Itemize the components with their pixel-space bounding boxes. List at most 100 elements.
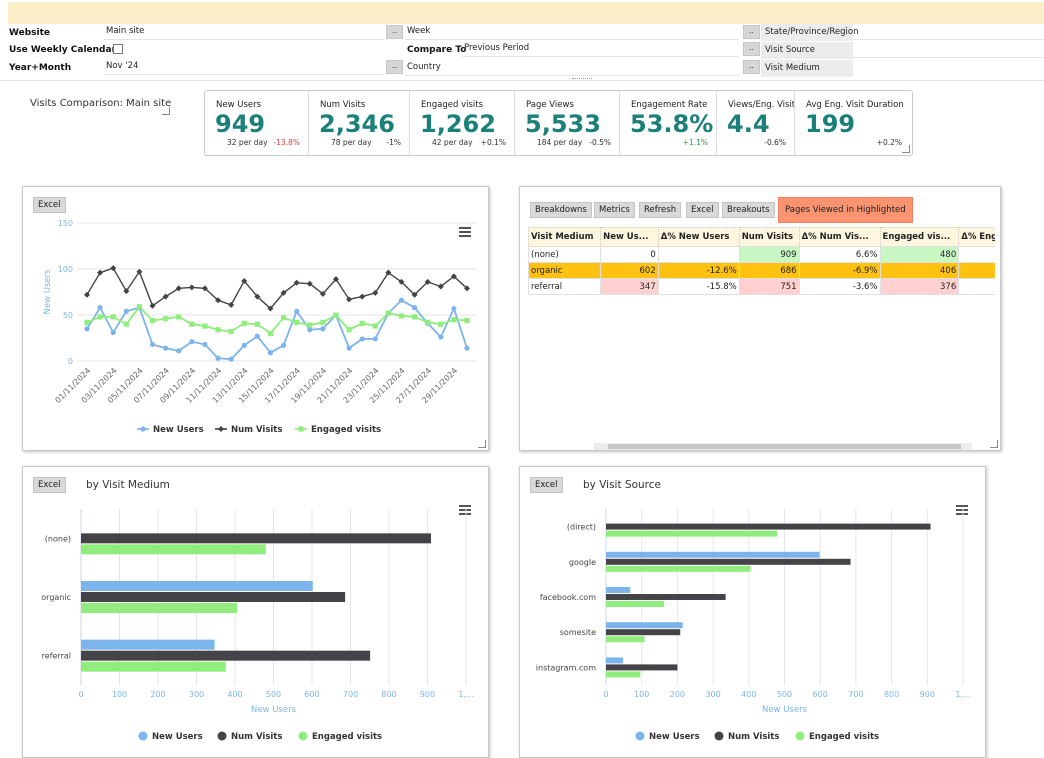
- state-field[interactable]: [853, 24, 1044, 40]
- divider: [0, 80, 1044, 81]
- kpi-change: -0.5%: [589, 138, 611, 147]
- data-point: [425, 319, 431, 325]
- data-point: [464, 317, 470, 324]
- legend-label: New Users: [152, 732, 203, 742]
- data-point: [215, 297, 222, 304]
- kpi-value: 5,533: [525, 110, 601, 138]
- scrollbar-thumb[interactable]: [608, 444, 961, 449]
- week-picker-button[interactable]: ..: [743, 25, 760, 39]
- excel-button[interactable]: Excel: [33, 197, 66, 213]
- kpi-title: Engagement Rate: [631, 100, 708, 110]
- bar-num-visits: [606, 629, 681, 636]
- column-header[interactable]: Num Visits: [738, 227, 800, 247]
- week-field[interactable]: Week: [405, 24, 739, 40]
- weekly-calendar-checkbox[interactable]: [113, 44, 123, 54]
- x-tick-label: 0: [603, 690, 608, 699]
- data-point: [110, 265, 117, 272]
- kpi-page-views: Page Views 5,533 184 per day -0.5%: [514, 91, 619, 155]
- data-point: [241, 320, 247, 326]
- data-point: [84, 319, 90, 325]
- visit-medium-chart: 0 100 200 300 400 500 600 700 800 900 1,... New Use…: [41, 509, 474, 742]
- data-point: [411, 291, 418, 298]
- toolbar-breakdowns-button[interactable]: Breakdowns: [530, 202, 592, 218]
- toolbar-breakouts-button[interactable]: Breakouts: [722, 202, 775, 218]
- visit-medium-panel: Excel by Visit Medium 0 100 200 300 400 500 60…: [22, 466, 489, 758]
- chart-menu-icon[interactable]: [956, 505, 968, 515]
- country-field[interactable]: Country: [405, 60, 739, 76]
- data-point: [189, 321, 195, 327]
- x-axis-label: New Users: [251, 705, 297, 715]
- x-axis-label: New Users: [762, 705, 808, 715]
- column-header[interactable]: Δ% New Users: [657, 227, 740, 247]
- data-point: [398, 297, 405, 303]
- visit-source-field[interactable]: [853, 42, 1044, 58]
- filter-bar: Website Main site .. Use Weekly Calendar…: [0, 24, 1044, 78]
- excel-button[interactable]: Excel: [530, 477, 563, 493]
- table-cell: -12.6%: [657, 262, 740, 279]
- visit-source-chart: 0 100 200 300 400 500 600 700 800 900 1,... New Use…: [536, 509, 971, 742]
- table-cell: 686: [738, 262, 800, 279]
- category-label: instagram.com: [536, 663, 596, 672]
- toolbar-excel-button[interactable]: Excel: [686, 202, 719, 218]
- data-point: [320, 326, 326, 332]
- website-picker-button[interactable]: ..: [386, 25, 403, 39]
- data-point: [136, 304, 143, 310]
- chart-menu-icon[interactable]: [459, 227, 471, 237]
- data-point: [332, 276, 339, 283]
- data-point: [359, 320, 365, 326]
- chart-menu-icon[interactable]: [459, 505, 471, 515]
- data-point: [254, 333, 260, 339]
- country-picker-button[interactable]: ..: [743, 60, 760, 74]
- data-point: [162, 293, 169, 300]
- label-resize-handle[interactable]: [162, 107, 170, 115]
- column-header[interactable]: New Us...: [600, 227, 659, 247]
- compare-to-label: Compare To: [407, 45, 467, 55]
- table-cell: organic: [528, 262, 602, 279]
- table-cell: (none): [528, 246, 602, 263]
- panel-resize-handle[interactable]: [990, 440, 998, 448]
- table-cell: -6.1: [958, 278, 995, 295]
- yearmonth-picker-button[interactable]: ..: [386, 60, 403, 74]
- legend-marker: [298, 731, 308, 741]
- column-header[interactable]: Engaged vis...: [879, 227, 960, 247]
- x-tick-label: 100: [112, 690, 127, 699]
- kpi-resize-handle[interactable]: [902, 145, 910, 153]
- data-point: [254, 293, 261, 300]
- column-header[interactable]: Visit Medium: [528, 227, 602, 247]
- table-cell: [657, 246, 740, 263]
- legend-marker: [714, 731, 724, 741]
- y-tick-label: 100: [58, 265, 73, 274]
- compare-picker-button[interactable]: ..: [743, 42, 760, 56]
- toolbar-metrics-button[interactable]: Metrics: [594, 202, 635, 218]
- pages-viewed-highlighted-button[interactable]: Pages Viewed in Highlighted: [778, 197, 913, 223]
- data-point: [450, 273, 457, 280]
- excel-button[interactable]: Excel: [33, 477, 66, 493]
- x-tick-label: 900: [920, 690, 935, 699]
- series-line-new-users: [86, 299, 468, 361]
- splitter-handle[interactable]: [572, 78, 592, 80]
- table-cell: 480: [879, 246, 960, 263]
- table-horizontal-scrollbar[interactable]: [594, 443, 972, 450]
- data-point: [438, 321, 444, 327]
- toolbar-refresh-button[interactable]: Refresh: [639, 202, 682, 218]
- column-header[interactable]: Δ% Engaged vis: [958, 227, 995, 247]
- state-cell[interactable]: State/Province/Region: [761, 24, 859, 41]
- data-point: [280, 342, 287, 348]
- kpi-title: New Users: [216, 100, 262, 110]
- kpi-title: Avg Eng. Visit Duration: [806, 100, 904, 110]
- data-point: [202, 323, 208, 329]
- y-tick-label: 150: [58, 219, 73, 228]
- website-field[interactable]: Main site: [104, 24, 384, 40]
- yearmonth-field[interactable]: Nov '24: [104, 59, 384, 75]
- compare-to-field[interactable]: Previous Period: [462, 41, 739, 57]
- data-point: [149, 302, 156, 309]
- panel-resize-handle[interactable]: [478, 440, 486, 448]
- data-point: [97, 305, 103, 311]
- table-cell: -5.8: [958, 262, 995, 279]
- visit-source-cell[interactable]: Visit Source: [761, 42, 853, 59]
- visit-medium-cell[interactable]: Visit Medium: [761, 60, 853, 77]
- column-header[interactable]: Δ% Num Vis...: [798, 227, 881, 247]
